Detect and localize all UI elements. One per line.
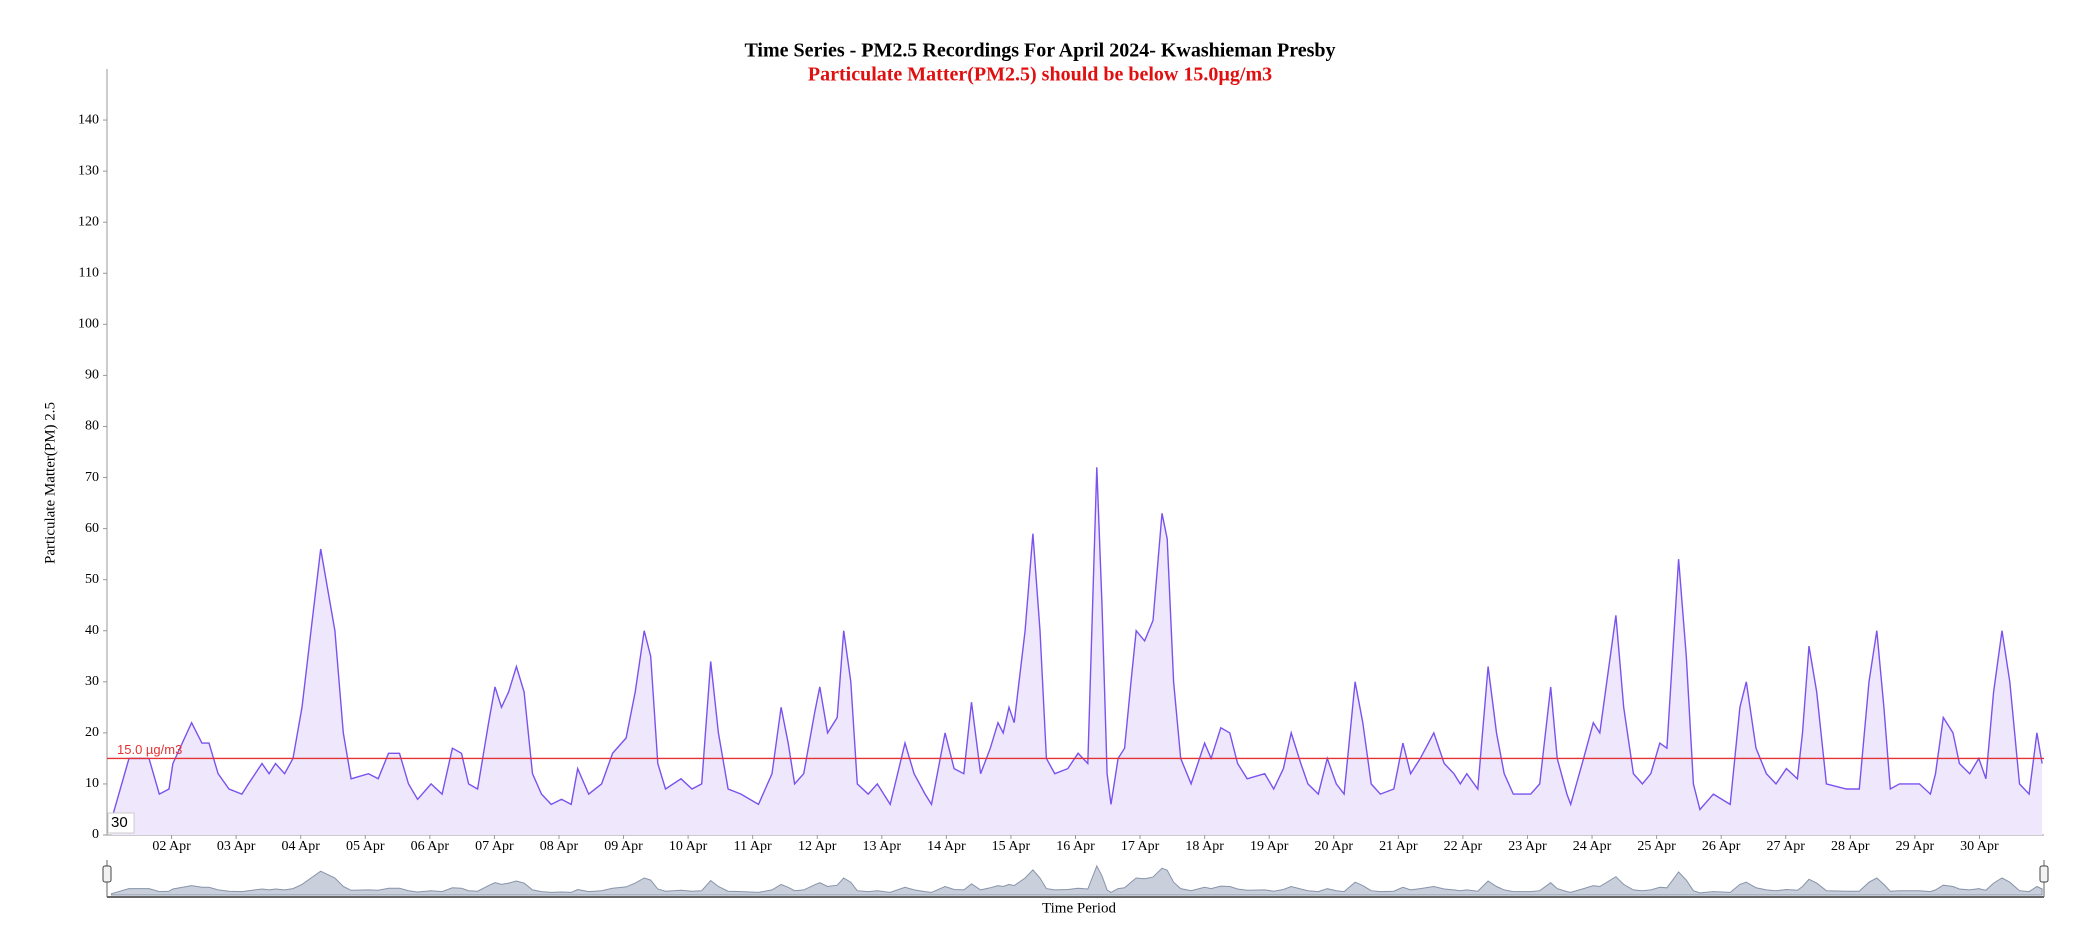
chart-subtitle: Particulate Matter(PM2.5) should be belo… [808, 64, 1272, 86]
navigator-handle[interactable] [2039, 865, 2049, 883]
corner-box [107, 812, 135, 834]
x-tick-label: 10 Apr [669, 839, 708, 854]
y-tick-label: 80 [85, 419, 99, 434]
x-tick-label: 30 Apr [1960, 839, 1999, 854]
x-tick-label: 14 Apr [927, 839, 966, 854]
y-tick-label: 110 [79, 265, 99, 280]
area [111, 467, 2043, 835]
x-tick-label: 15 Apr [992, 839, 1031, 854]
x-tick-label: 27 Apr [1766, 839, 1805, 854]
x-tick-label: 21 Apr [1379, 839, 1418, 854]
x-tick-label: 03 Apr [217, 839, 256, 854]
x-tick-label: 13 Apr [863, 839, 902, 854]
y-tick-label: 90 [85, 368, 99, 383]
y-tick-label: 70 [85, 470, 99, 485]
y-tick-label: 30 [85, 674, 99, 689]
y-tick-label: 0 [92, 827, 99, 842]
x-tick-label: 18 Apr [1185, 839, 1224, 854]
x-tick-label: 05 Apr [346, 839, 385, 854]
x-tick-label: 09 Apr [604, 839, 643, 854]
x-tick-label: 08 Apr [540, 839, 579, 854]
x-tick-label: 22 Apr [1444, 839, 1483, 854]
y-tick-label: 100 [78, 317, 99, 332]
y-tick-label: 40 [85, 623, 99, 638]
x-tick-label: 12 Apr [798, 839, 837, 854]
x-tick-label: 28 Apr [1831, 839, 1870, 854]
navigator-handle[interactable] [102, 865, 112, 883]
y-tick-label: 50 [85, 572, 99, 587]
x-tick-label: 20 Apr [1315, 839, 1354, 854]
x-tick-label: 06 Apr [411, 839, 450, 854]
x-tick-label: 17 Apr [1121, 839, 1160, 854]
y-tick-label: 20 [85, 725, 99, 740]
line [110, 467, 2043, 820]
navigator-area [110, 864, 2043, 896]
x-axis-title: Time Period [1042, 900, 1117, 916]
threshold-label: 15.0 µg/m3 [117, 742, 182, 757]
x-tick-label: 02 Apr [152, 839, 191, 854]
y-tick-label: 10 [85, 776, 99, 791]
x-tick-label: 25 Apr [1637, 839, 1676, 854]
y-tick-label: 120 [78, 214, 99, 229]
y-tick-label: 60 [85, 521, 99, 536]
corner-label: 30 [111, 814, 128, 831]
y-tick-label: 130 [78, 163, 99, 178]
x-tick-label: 29 Apr [1896, 839, 1935, 854]
x-tick-label: 24 Apr [1573, 839, 1612, 854]
x-tick-label: 19 Apr [1250, 839, 1289, 854]
x-tick-label: 07 Apr [475, 839, 514, 854]
x-tick-label: 16 Apr [1056, 839, 1095, 854]
x-tick-label: 04 Apr [281, 839, 320, 854]
x-tick-label: 11 Apr [734, 839, 772, 854]
chart-title: Time Series - PM2.5 Recordings For April… [744, 40, 1335, 62]
y-axis-title: Particulate Matter(PM) 2.5 [42, 402, 58, 564]
x-tick-label: 26 Apr [1702, 839, 1741, 854]
x-tick-label: 23 Apr [1508, 839, 1547, 854]
y-tick-label: 140 [78, 112, 99, 127]
